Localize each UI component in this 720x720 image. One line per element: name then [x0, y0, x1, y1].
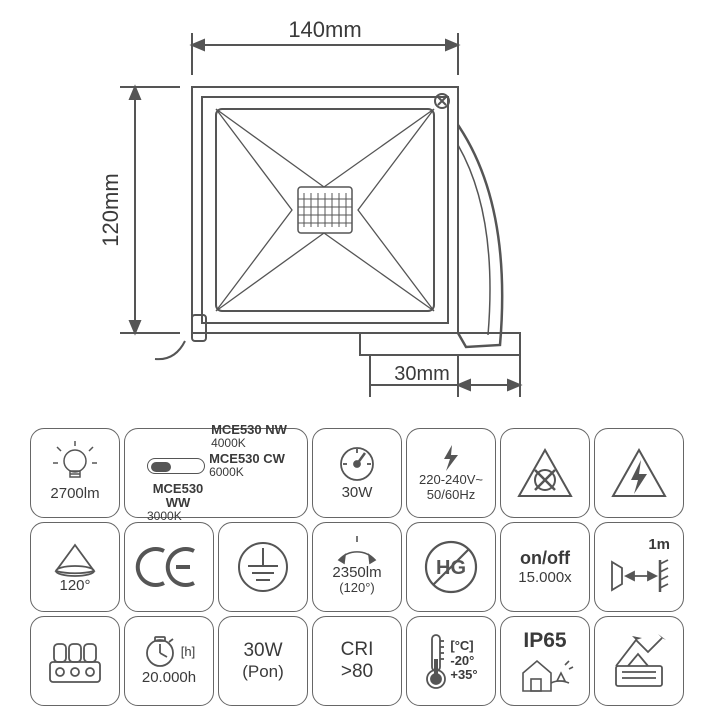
dim-depth: 30mm [394, 363, 450, 385]
tempered-glass-cell [594, 616, 684, 706]
cct-pill-icon [147, 458, 205, 474]
broken-glass-icon [608, 630, 670, 692]
terminal-block-icon [44, 634, 106, 688]
switch-cycles-cell: on/off 15.000x [500, 522, 590, 612]
tech-drawing: 140mm 120mm [60, 15, 660, 415]
cri-cell: CRI >80 [312, 616, 402, 706]
onoff-l2: 15.000x [518, 569, 571, 586]
arc-icon [331, 538, 383, 564]
useful-l1: 2350lm [332, 564, 381, 581]
models-cell: MCE530 NW4000K MCE530 CW6000K MCE530 WW3… [124, 428, 308, 518]
ground-cell [218, 522, 308, 612]
dim-width: 140mm [288, 17, 361, 42]
volt-l2: 50/60Hz [427, 488, 475, 503]
temp-min: -20° [450, 654, 474, 669]
useful-l2: (120°) [339, 581, 375, 596]
cone-icon [50, 539, 100, 577]
ip-cell: IP65 [500, 616, 590, 706]
clock-icon [143, 635, 177, 669]
house-outdoor-icon [517, 653, 573, 693]
temperature-cell: [°C] -20° +35° [406, 616, 496, 706]
no-mercury-icon: HG [422, 538, 480, 596]
cri-l1: CRI [341, 639, 374, 661]
ip-label: IP65 [523, 629, 566, 653]
bolt-icon [436, 443, 466, 473]
triangle-crossed-bulb-icon [513, 444, 577, 502]
hazard-cell [594, 428, 684, 518]
watt-label: 30W [342, 484, 373, 501]
life-unit: [h] [181, 645, 195, 660]
ce-icon [136, 543, 202, 591]
dist-label: 1m [648, 536, 670, 553]
thermometer-icon [424, 631, 448, 691]
dial-icon [335, 444, 379, 484]
useful-lumens-cell: 2350lm (120°) [312, 522, 402, 612]
svg-text:HG: HG [436, 557, 466, 579]
ground-icon [236, 540, 290, 594]
pon-cell: 30W (Pon) [218, 616, 308, 706]
temp-unit: [°C] [450, 639, 473, 654]
triangle-bolt-icon [607, 444, 671, 502]
cri-l2: >80 [341, 661, 373, 683]
volt-l1: 220-240V~ [419, 473, 483, 488]
temp-max: +35° [450, 668, 477, 683]
beam-cell: 120° [30, 522, 120, 612]
lifetime-cell: [h] 20.000h [124, 616, 214, 706]
model-ww: MCE530 WW [147, 482, 209, 511]
model-cw: MCE530 CW [209, 452, 285, 466]
no-lightsource-cell [500, 428, 590, 518]
terminal-cell [30, 616, 120, 706]
spec-icon-grid: 2700lm MCE530 NW4000K MCE530 CW6000K MCE… [30, 428, 690, 706]
lumens-cell: 2700lm [30, 428, 120, 518]
pon-l2: (Pon) [242, 662, 284, 682]
model-nw: MCE530 NW [211, 423, 287, 437]
bulb-icon [55, 443, 95, 485]
ce-cell [124, 522, 214, 612]
min-distance-cell: 1m [594, 522, 684, 612]
life-label: 20.000h [142, 669, 196, 686]
lumens-label: 2700lm [50, 485, 99, 502]
wattage-cell: 30W [312, 428, 402, 518]
hg-cell: HG [406, 522, 496, 612]
onoff-l1: on/off [520, 548, 570, 569]
lamp-distance-icon [604, 554, 674, 598]
pon-l1: 30W [243, 640, 282, 662]
beam-label: 120° [59, 577, 90, 594]
dim-height: 120mm [98, 173, 123, 246]
voltage-cell: 220-240V~ 50/60Hz [406, 428, 496, 518]
